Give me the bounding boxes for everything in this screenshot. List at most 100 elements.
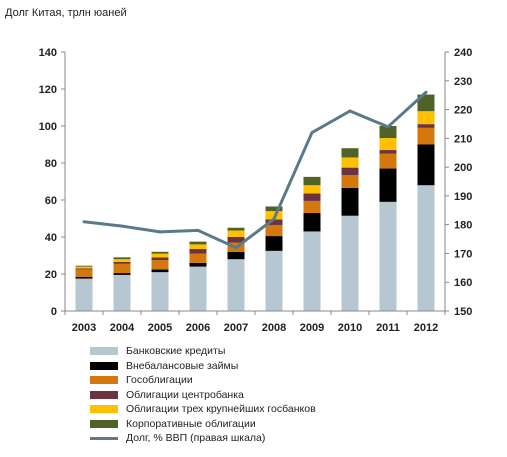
x-tick-label: 2009 xyxy=(300,322,324,334)
y2-tick-label: 200 xyxy=(454,162,472,174)
legend-item-3: Облигации центробанка xyxy=(90,388,316,403)
bar-segment-1 xyxy=(113,273,131,275)
debt-line-point xyxy=(424,90,428,94)
bar-segment-0 xyxy=(113,274,131,311)
x-tick-label: 2012 xyxy=(414,322,438,334)
bar-segment-4 xyxy=(227,230,245,237)
legend-swatch xyxy=(90,405,118,414)
bar-segment-3 xyxy=(379,150,397,154)
bar-segment-4 xyxy=(75,266,93,269)
bar-segment-3 xyxy=(227,237,245,243)
legend-label: Долг, % ВВП (правая шкала) xyxy=(126,432,266,445)
debt-line-path xyxy=(83,91,428,250)
bar-segment-4 xyxy=(189,244,207,250)
bar-segment-5 xyxy=(341,148,359,158)
y2-tick-label: 160 xyxy=(454,277,472,289)
x-tick-label: 2003 xyxy=(72,322,96,334)
x-tick-label: 2008 xyxy=(262,322,286,334)
debt-line-point xyxy=(272,217,276,221)
y-tick-label: 120 xyxy=(39,84,57,96)
debt-line-point xyxy=(120,224,124,228)
x-tick-label: 2007 xyxy=(224,322,248,334)
bar-segment-5 xyxy=(417,94,435,112)
debt-line-point xyxy=(234,246,238,250)
bar-segment-5 xyxy=(113,257,131,260)
legend-line-swatch xyxy=(90,436,118,440)
bar-segment-4 xyxy=(151,253,169,258)
y-tick-label: 140 xyxy=(39,47,57,59)
bar-segment-0 xyxy=(265,250,283,311)
bar-segment-0 xyxy=(417,185,435,311)
bar-segment-5 xyxy=(265,206,283,212)
bar-segment-1 xyxy=(75,276,93,279)
y2-tick-label: 220 xyxy=(454,105,472,117)
bar-segment-1 xyxy=(227,251,245,260)
bar-segment-3 xyxy=(113,261,131,264)
bar-segment-4 xyxy=(341,157,359,168)
bar-segment-3 xyxy=(151,257,169,261)
legend-label: Гособлигации xyxy=(126,374,193,387)
legend-item-1: Внебалансовые займы xyxy=(90,359,316,374)
y2-tick-label: 230 xyxy=(454,76,472,88)
chart-title: Долг Китая, трлн юаней xyxy=(5,7,127,19)
y-tick-label: 40 xyxy=(45,232,57,244)
bar-segment-0 xyxy=(227,259,245,311)
legend-item-5: Корпоративные облигации xyxy=(90,417,316,432)
legend-item-6: Долг, % ВВП (правая шкала) xyxy=(90,431,316,446)
legend-label: Внебалансовые займы xyxy=(126,359,239,372)
x-tick-label: 2006 xyxy=(186,322,210,334)
bar-segment-1 xyxy=(265,236,283,251)
bar-segment-5 xyxy=(151,251,169,254)
bar-segment-3 xyxy=(75,268,93,270)
bar-segment-1 xyxy=(303,212,321,232)
bar-segment-0 xyxy=(189,266,207,311)
x-axis: 2003 2004 2005 2006 2007 2008 2009 2010 2011 2012 xyxy=(64,310,446,334)
bar-segment-0 xyxy=(379,201,397,311)
bar-segment-5 xyxy=(227,227,245,231)
bar-stacks xyxy=(75,94,435,311)
bar-segment-2 xyxy=(303,200,321,213)
bar-segment-2 xyxy=(113,263,131,274)
bar-segment-2 xyxy=(417,127,435,145)
bar-segment-3 xyxy=(303,193,321,201)
legend-swatch xyxy=(90,419,118,428)
bar-segment-1 xyxy=(341,187,359,216)
legend-item-0: Банковские кредиты xyxy=(90,344,316,359)
bar-segment-0 xyxy=(303,231,321,311)
x-tick-label: 2005 xyxy=(148,322,172,334)
bar-segment-1 xyxy=(151,269,169,273)
y-tick-label: 100 xyxy=(39,121,57,133)
legend-swatch xyxy=(90,376,118,385)
bar-segment-0 xyxy=(75,278,93,311)
bar-segment-2 xyxy=(341,175,359,188)
bar-segment-0 xyxy=(151,272,169,311)
bar-segment-5 xyxy=(303,176,321,186)
bar-segment-2 xyxy=(151,260,169,270)
debt-line-point xyxy=(196,228,200,232)
bar-segment-5 xyxy=(379,126,397,139)
bar-segment-1 xyxy=(417,144,435,186)
x-tick-label: 2004 xyxy=(110,322,135,334)
legend-swatch xyxy=(90,390,118,399)
bar-segment-2 xyxy=(189,253,207,263)
legend-item-4: Облигации трех крупнейших госбанков xyxy=(90,402,316,417)
debt-line-point xyxy=(82,220,86,224)
bar-segment-3 xyxy=(417,124,435,128)
bar-segment-4 xyxy=(303,185,321,194)
x-tick-label: 2010 xyxy=(338,322,362,334)
bar-segment-0 xyxy=(341,215,359,311)
bar-segment-5 xyxy=(189,241,207,245)
legend-label: Облигации центробанка xyxy=(126,388,244,401)
y-tick-label: 20 xyxy=(45,269,57,281)
debt-line-point xyxy=(158,230,162,234)
y-axis-left: 0 20 40 60 80 100 120 140 xyxy=(39,47,66,318)
legend-item-2: Гособлигации xyxy=(90,373,316,388)
bar-segment-3 xyxy=(265,219,283,225)
bar-segment-4 xyxy=(417,111,435,125)
y2-tick-label: 150 xyxy=(454,306,472,318)
y2-tick-label: 170 xyxy=(454,248,472,260)
y-axis-right: 150 160 170 180 190 200 210 220 230 240 xyxy=(444,47,472,318)
bar-segment-5 xyxy=(75,265,93,267)
bar-segment-2 xyxy=(265,224,283,237)
bar-segment-2 xyxy=(75,269,93,277)
